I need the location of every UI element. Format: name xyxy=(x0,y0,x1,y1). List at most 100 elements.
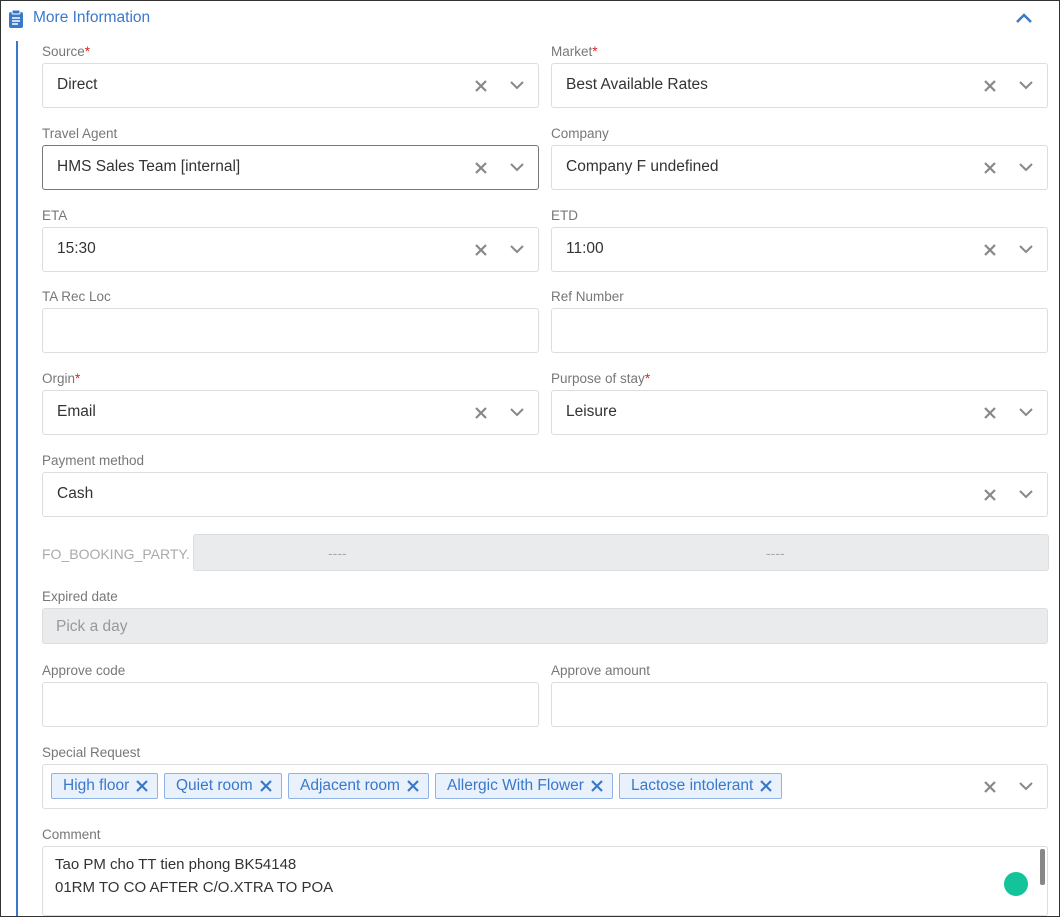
field-label: FO_BOOKING_PARTY. xyxy=(42,546,190,562)
input-field[interactable] xyxy=(42,682,539,727)
clear-icon[interactable] xyxy=(982,487,998,503)
field-label: Comment xyxy=(42,827,101,842)
select-field[interactable]: Email xyxy=(42,390,539,435)
dropdown-icon[interactable] xyxy=(509,241,525,257)
tag-text: Allergic With Flower xyxy=(447,777,584,794)
clear-icon[interactable] xyxy=(473,78,489,94)
clear-icon[interactable] xyxy=(473,405,489,421)
field-label: Special Request xyxy=(42,745,140,760)
field-value: Cash xyxy=(57,485,94,502)
clear-icon[interactable] xyxy=(473,242,489,258)
comment-line: Tao PM cho TT tien phong BK54148 xyxy=(55,856,297,873)
disabled-range: ---- ---- xyxy=(193,534,1049,571)
label-text: Ref Number xyxy=(551,289,624,304)
placeholder: Pick a day xyxy=(56,618,128,635)
dropdown-icon[interactable] xyxy=(1018,241,1034,257)
section-title[interactable]: More Information xyxy=(33,9,151,26)
label-text: Special Request xyxy=(42,745,141,760)
input-field[interactable] xyxy=(42,308,539,353)
date-input: Pick a day xyxy=(42,608,1048,644)
tag[interactable]: Lactose intolerant xyxy=(619,773,783,799)
required-mark: * xyxy=(644,371,651,386)
field-label: Orgin* xyxy=(42,371,80,386)
tag-remove[interactable] xyxy=(589,778,605,794)
textarea-field[interactable]: Tao PM cho TT tien phong BK54148 01RM TO … xyxy=(42,846,1048,916)
required-mark: * xyxy=(592,44,598,59)
select-field[interactable]: Cash xyxy=(42,472,1048,517)
clear-icon[interactable] xyxy=(982,160,998,176)
dropdown-icon[interactable] xyxy=(509,404,525,420)
select-field[interactable]: Leisure xyxy=(551,390,1048,435)
dropdown-icon[interactable] xyxy=(509,159,525,175)
tag[interactable]: High floor xyxy=(51,773,159,799)
field-value: HMS Sales Team [internal] xyxy=(57,158,241,175)
field-value: 15:30 xyxy=(57,240,96,257)
comment-line: 01RM TO CO AFTER C/O.XTRA TO POA xyxy=(55,879,334,896)
tag[interactable]: Allergic With Flower xyxy=(435,773,613,799)
select-field[interactable]: Direct xyxy=(42,63,539,108)
section-rule xyxy=(16,41,18,916)
dropdown-icon[interactable] xyxy=(1018,778,1034,794)
dropdown-icon[interactable] xyxy=(1018,159,1034,175)
clear-icon[interactable] xyxy=(473,160,489,176)
field-value: Best Available Rates xyxy=(566,76,708,93)
input-field[interactable] xyxy=(551,682,1048,727)
label-text: Approve amount xyxy=(551,663,651,678)
tag-remove[interactable] xyxy=(405,778,421,794)
label-text: Market xyxy=(551,44,593,59)
grammarly-badge[interactable] xyxy=(1004,872,1028,896)
field-label: Market* xyxy=(551,44,598,59)
tag-text: High floor xyxy=(63,777,130,794)
collapse-icon[interactable] xyxy=(1015,11,1033,25)
clear-icon[interactable] xyxy=(982,242,998,258)
clipboard-icon xyxy=(9,9,23,28)
field-label: Source* xyxy=(42,44,90,59)
input-field[interactable] xyxy=(551,308,1048,353)
label-text: ETD xyxy=(551,208,578,223)
label-text: Comment xyxy=(42,827,101,842)
tag-text: Adjacent room xyxy=(300,777,400,794)
clear-icon[interactable] xyxy=(982,78,998,94)
field-label: Ref Number xyxy=(551,289,624,304)
tag-remove[interactable] xyxy=(134,778,150,794)
dropdown-icon[interactable] xyxy=(1018,404,1034,420)
select-field[interactable]: Company F undefined xyxy=(551,145,1048,190)
label-text: Payment method xyxy=(42,453,145,468)
required-mark: * xyxy=(75,371,81,386)
field-label: Purpose of stay* xyxy=(551,371,650,386)
range-value: ---- xyxy=(328,545,347,561)
field-label: Approve code xyxy=(42,663,125,678)
field-label: Company xyxy=(551,126,609,141)
field-value: Direct xyxy=(57,76,98,93)
clear-icon[interactable] xyxy=(982,779,998,795)
select-field[interactable]: HMS Sales Team [internal] xyxy=(42,145,539,190)
field-label: Expired date xyxy=(42,589,118,604)
field-label: ETD xyxy=(551,208,578,223)
field-value: Leisure xyxy=(566,403,617,420)
dropdown-icon[interactable] xyxy=(509,77,525,93)
field-label: Travel Agent xyxy=(42,126,117,141)
label-text: Travel Agent xyxy=(42,126,118,141)
field-label: ETA xyxy=(42,208,67,223)
tag[interactable]: Adjacent room xyxy=(288,773,429,799)
field-label: Payment method xyxy=(42,453,144,468)
select-field[interactable]: 11:00 xyxy=(551,227,1048,272)
dropdown-icon[interactable] xyxy=(1018,77,1034,93)
label-text: TA Rec Loc xyxy=(42,289,111,304)
dropdown-icon[interactable] xyxy=(1018,486,1034,502)
scrollbar xyxy=(1040,849,1045,885)
label-text: Approve code xyxy=(42,663,126,678)
tag-text: Lactose intolerant xyxy=(631,777,754,794)
tag[interactable]: Quiet room xyxy=(164,773,282,799)
select-field[interactable]: 15:30 xyxy=(42,227,539,272)
select-field[interactable]: Best Available Rates xyxy=(551,63,1048,108)
tag-remove[interactable] xyxy=(758,778,774,794)
clear-icon[interactable] xyxy=(982,405,998,421)
label-text: Source xyxy=(42,44,85,59)
label-text: Orgin xyxy=(42,371,76,386)
tags-field[interactable]: High floor Quiet room Adjacent room Allergi… xyxy=(42,764,1048,809)
label-text: ETA xyxy=(42,208,68,223)
field-label: TA Rec Loc xyxy=(42,289,111,304)
tag-remove[interactable] xyxy=(258,778,274,794)
